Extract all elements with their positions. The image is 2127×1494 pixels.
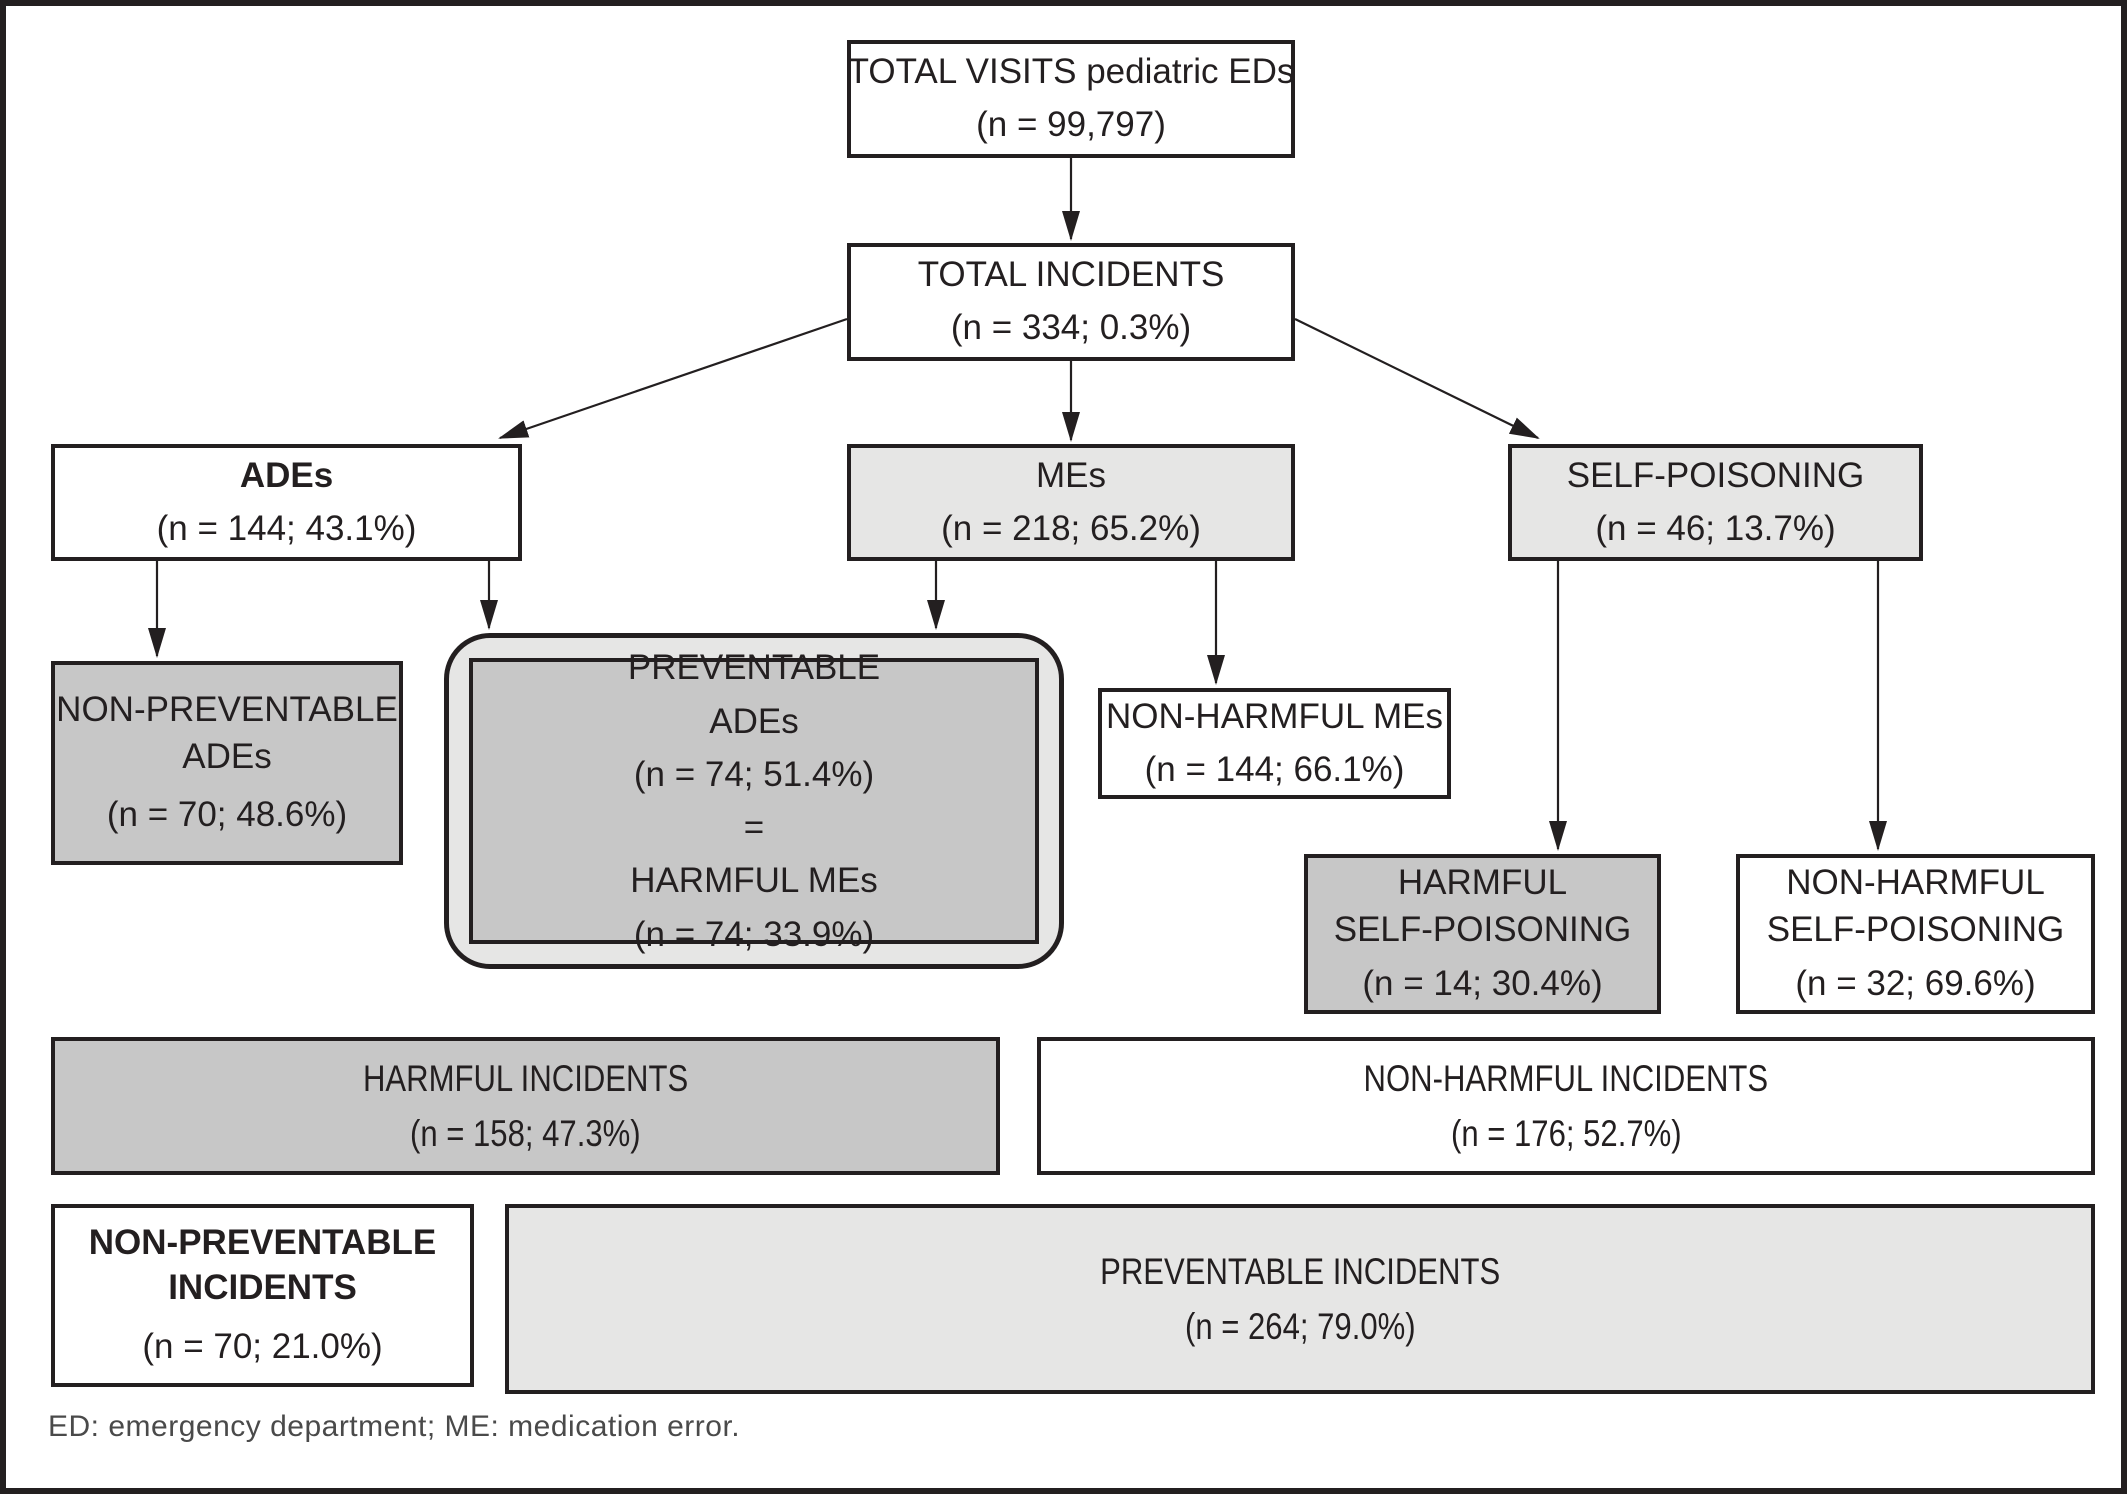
node-harmful-incidents: HARMFUL INCIDENTS (n = 158; 47.3%) bbox=[51, 1037, 1000, 1175]
node-nh-mes-title: NON-HARMFUL MEs bbox=[1105, 696, 1444, 736]
node-ades: ADEs (n = 144; 43.1%) bbox=[51, 444, 522, 561]
node-ades-title: ADEs bbox=[239, 455, 334, 495]
node-preventable-incidents-title: PREVENTABLE INCIDENTS bbox=[1099, 1250, 1501, 1292]
node-prev-ades-line3: (n = 74; 51.4%) bbox=[633, 754, 875, 794]
node-h-sp-title1: HARMFUL bbox=[1397, 862, 1568, 902]
node-self-poisoning-value: (n = 46; 13.7%) bbox=[1595, 508, 1836, 548]
node-np-ades-value: (n = 70; 48.6%) bbox=[106, 795, 348, 835]
node-total-incidents-value: (n = 334; 0.3%) bbox=[950, 308, 1192, 347]
node-total-incidents: TOTAL INCIDENTS (n = 334; 0.3%) bbox=[847, 243, 1295, 361]
node-prev-ades-line5: HARMFUL MEs bbox=[630, 861, 878, 901]
node-nh-sp-title1: NON-HARMFUL bbox=[1786, 862, 2045, 902]
node-h-sp-title2: SELF-POISONING bbox=[1333, 909, 1632, 949]
node-self-poisoning: SELF-POISONING (n = 46; 13.7%) bbox=[1508, 444, 1923, 561]
node-prev-ades-line1: PREVENTABLE bbox=[627, 648, 881, 688]
node-total-visits-value: (n = 99,797) bbox=[976, 105, 1166, 144]
node-non-harmful-incidents: NON-HARMFUL INCIDENTS (n = 176; 52.7%) bbox=[1037, 1037, 2095, 1175]
node-preventable-ades-inner: PREVENTABLE ADEs (n = 74; 51.4%) = HARMF… bbox=[469, 648, 1039, 954]
abbreviations-footnote: ED: emergency department; ME: medication… bbox=[48, 1410, 741, 1443]
node-mes-title: MEs bbox=[1036, 455, 1106, 495]
node-prev-ades-line4: = bbox=[743, 808, 765, 847]
node-non-harmful-self-poisoning: NON-HARMFUL SELF-POISONING (n = 32; 69.6… bbox=[1736, 854, 2095, 1014]
arrow-incidents-to-ades bbox=[498, 317, 848, 440]
node-np-incidents-title1: NON-PREVENTABLE bbox=[88, 1223, 437, 1263]
arrow-incidents-to-self-poisoning bbox=[1294, 318, 1540, 439]
node-harmful-self-poisoning: HARMFUL SELF-POISONING (n = 14; 30.4%) bbox=[1304, 854, 1661, 1014]
node-nh-sp-value: (n = 32; 69.6%) bbox=[1795, 964, 2036, 1004]
node-mes: MEs (n = 218; 65.2%) bbox=[847, 444, 1295, 561]
node-nh-mes-value: (n = 144; 66.1%) bbox=[1144, 749, 1405, 789]
connector-arrows bbox=[148, 158, 1887, 851]
node-nh-sp-title2: SELF-POISONING bbox=[1766, 909, 2065, 949]
node-harmful-incidents-value: (n = 158; 47.3%) bbox=[410, 1113, 641, 1154]
node-prev-ades-line6: (n = 74; 33.9%) bbox=[633, 914, 875, 954]
node-ades-value: (n = 144; 43.1%) bbox=[156, 508, 417, 548]
node-preventable-incidents: PREVENTABLE INCIDENTS (n = 264; 79.0%) bbox=[505, 1204, 2095, 1394]
node-np-ades-title1: NON-PREVENTABLE bbox=[56, 689, 398, 729]
node-np-incidents-value: (n = 70; 21.0%) bbox=[142, 1326, 383, 1366]
node-non-harmful-incidents-title: NON-HARMFUL INCIDENTS bbox=[1363, 1057, 1769, 1099]
node-non-harmful-incidents-value: (n = 176; 52.7%) bbox=[1450, 1113, 1682, 1154]
node-h-sp-value: (n = 14; 30.4%) bbox=[1362, 964, 1603, 1004]
node-mes-value: (n = 218; 65.2%) bbox=[941, 508, 1201, 548]
node-non-preventable-ades: NON-PREVENTABLE ADEs (n = 70; 48.6%) bbox=[51, 661, 403, 865]
node-total-visits-title: TOTAL VISITS pediatric EDs bbox=[847, 52, 1295, 92]
node-self-poisoning-title: SELF-POISONING bbox=[1566, 455, 1865, 495]
node-total-incidents-title: TOTAL INCIDENTS bbox=[917, 255, 1225, 295]
node-np-incidents-title2: INCIDENTS bbox=[168, 1268, 357, 1308]
node-prev-ades-line2: ADEs bbox=[709, 701, 799, 741]
node-preventable-incidents-value: (n = 264; 79.0%) bbox=[1184, 1306, 1416, 1347]
node-non-preventable-incidents: NON-PREVENTABLE INCIDENTS (n = 70; 21.0%… bbox=[51, 1204, 474, 1387]
node-preventable-ades-outer: PREVENTABLE ADEs (n = 74; 51.4%) = HARMF… bbox=[444, 633, 1064, 969]
node-non-harmful-mes: NON-HARMFUL MEs (n = 144; 66.1%) bbox=[1098, 688, 1451, 799]
node-total-visits: TOTAL VISITS pediatric EDs (n = 99,797) bbox=[847, 40, 1295, 158]
node-harmful-incidents-title: HARMFUL INCIDENTS bbox=[362, 1057, 689, 1099]
node-np-ades-title2: ADEs bbox=[182, 736, 272, 776]
